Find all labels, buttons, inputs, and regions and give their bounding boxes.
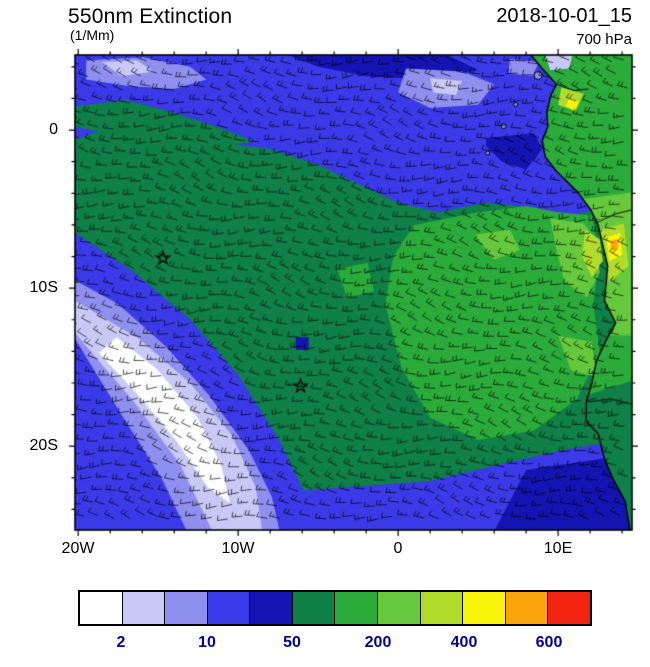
y-tick-label-20s: 20S [29,437,58,454]
colorbar-cell [504,592,548,624]
x-tick-label-20w: 20W [61,540,95,557]
colorbar-cell [249,592,292,624]
pressure-level-label: 700 hPa [576,31,632,48]
colorbar-label-10: 10 [198,634,216,651]
y-tick-label-0: 0 [49,121,58,138]
x-tick-label-0: 0 [393,540,403,557]
colorbar-label-600: 600 [535,634,563,651]
colorbar-cell [80,592,122,624]
colorbar-cell [164,592,207,624]
colorbar-label-2: 2 [116,634,126,651]
colorbar-label-400: 400 [450,634,478,651]
colorbar-cell [419,592,463,624]
plot-datetime: 2018-10-01_15 [496,5,632,27]
plot-title: 550nm Extinction [68,5,233,28]
colorbar-cell [462,592,505,624]
map-plot [67,47,640,538]
x-tick-label-10e: 10E [543,540,573,557]
y-tick-label-10s: 10S [29,279,58,296]
x-tick-label-10w: 10W [221,540,255,557]
colorbar-cell [334,592,378,624]
plot-units-label: (1/Mm) [70,27,115,43]
colorbar-cell [206,592,250,624]
colorbar-cell [291,592,335,624]
colorbar-cell [547,592,590,624]
colorbar-label-50: 50 [283,634,301,651]
colorbar-cell [377,592,420,624]
colorbar [78,590,592,626]
colorbar-label-200: 200 [364,634,392,651]
colorbar-cell [121,592,165,624]
